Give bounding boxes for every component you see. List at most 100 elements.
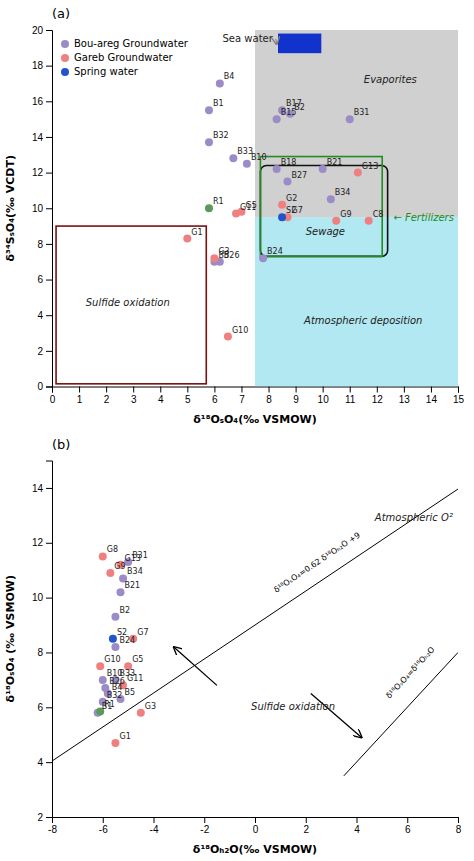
y-axis-line	[46, 461, 53, 818]
point-label: G8	[107, 545, 118, 554]
point-label: G10	[232, 326, 248, 335]
point	[210, 254, 218, 262]
y-tick-label: 14	[32, 483, 44, 494]
panel-title: (a)	[52, 6, 70, 21]
point-label: G3	[218, 247, 229, 256]
x-tick: 0	[50, 387, 56, 405]
y-tick: 14	[32, 483, 52, 494]
y-tick: 8	[37, 647, 52, 658]
x-tick-label: 3	[131, 394, 137, 405]
x-tick: 8	[456, 817, 462, 835]
x-tick-label: 4	[158, 394, 164, 405]
annotation-arrow	[275, 39, 277, 44]
y-tick: 10	[32, 203, 52, 214]
reference-line	[344, 652, 458, 775]
x-tick-label: -4	[150, 824, 159, 835]
y-tick-mark	[46, 244, 52, 245]
y-tick-mark	[46, 652, 52, 653]
point	[111, 613, 119, 621]
annotation: ← Fertilizers	[393, 212, 454, 223]
point	[216, 79, 224, 87]
point	[332, 217, 340, 225]
x-tick-mark	[133, 387, 134, 393]
figure: 012345678910111213141502468101214161820B…	[0, 0, 474, 861]
x-tick-label: 6	[405, 824, 411, 835]
y-tick-label: 2	[37, 346, 43, 357]
point-label: B33	[237, 147, 253, 156]
point	[232, 210, 240, 218]
x-tick-mark	[458, 387, 459, 393]
annotation: Evaporites	[364, 74, 417, 85]
x-tick-mark	[106, 387, 107, 393]
x-tick-label: 5	[185, 394, 191, 405]
point	[273, 115, 281, 123]
point-label: G13	[362, 162, 378, 171]
y-tick-label: 6	[37, 702, 43, 713]
y-tick-mark	[46, 208, 52, 209]
x-tick-label: 0	[253, 824, 259, 835]
point	[278, 201, 286, 209]
y-tick-mark	[46, 101, 52, 102]
x-tick: 7	[239, 387, 245, 405]
point-label: G1	[191, 228, 202, 237]
legend-entry: Spring water	[61, 66, 139, 77]
line-label: δ¹⁸OₛO₄=0.62 δ¹⁸Oₕ₂O +9	[272, 531, 362, 595]
point-label: G10	[104, 655, 120, 664]
x-tick-mark	[154, 817, 155, 823]
x-tick-mark	[357, 817, 358, 823]
x-tick-mark	[187, 387, 188, 393]
legend-label: Bou-areg Groundwater	[74, 38, 189, 49]
point	[365, 217, 373, 225]
x-tick: 5	[185, 387, 191, 405]
point	[278, 213, 286, 221]
texts: B1B2B4B5B10B21B24B26B31B32B33B34G1G3G5G7…	[4, 437, 453, 857]
y-tick: 16	[32, 96, 52, 107]
point	[319, 165, 327, 173]
point	[354, 169, 362, 177]
y-tick-label: 12	[32, 537, 44, 548]
point-label: B26	[109, 677, 125, 686]
x-axis-line	[53, 818, 459, 824]
y-tick-label: 20	[32, 25, 44, 36]
point-label: G7	[137, 628, 148, 637]
x-tick-label: 2	[303, 824, 309, 835]
x-tick-mark	[214, 387, 215, 393]
legend-entry: Bou-areg Groundwater	[61, 38, 189, 49]
point	[111, 739, 119, 747]
x-tick-mark	[377, 387, 378, 393]
x-tick-mark	[458, 817, 459, 823]
y-tick-mark	[46, 30, 52, 31]
annotation: Sulfide oxidation	[251, 701, 335, 712]
x-tick: -8	[48, 817, 57, 835]
x-tick-label: -8	[48, 824, 57, 835]
x-tick-label: 11	[345, 394, 356, 405]
x-axis-title: δ¹⁸Oₕ₂O(‰ VSMOW)	[193, 843, 317, 856]
legend-entry: Gareb Groundwater	[61, 52, 174, 63]
texts: B1B2B4B5B10B15B17B18B21B24B26B27B31B32B3…	[4, 6, 454, 426]
y-tick-mark	[46, 315, 52, 316]
x-tick-label: -6	[99, 824, 108, 835]
point	[243, 160, 251, 168]
plot-area	[56, 30, 458, 387]
x-tick-label: 14	[426, 394, 438, 405]
x-axis-line	[53, 387, 459, 393]
y-tick-label: 8	[37, 647, 43, 658]
x-tick-mark	[306, 817, 307, 823]
legend-swatch	[61, 54, 69, 62]
y-tick-mark	[46, 387, 52, 388]
point-label: B32	[107, 691, 123, 700]
panel-title: (b)	[52, 437, 70, 452]
x-tick-label: 6	[212, 394, 218, 405]
reference-line	[52, 489, 458, 761]
point-label: B21	[327, 158, 343, 167]
point-label: G5	[132, 655, 143, 664]
point-label: G11	[240, 203, 256, 212]
point-label: B24	[119, 636, 135, 645]
y-axis: 02468101214161820	[32, 25, 53, 393]
y-tick-mark	[46, 543, 52, 544]
x-tick-label: 8	[456, 824, 462, 835]
point-label: B10	[251, 153, 267, 162]
point-label: S2	[117, 628, 127, 637]
point	[205, 138, 213, 146]
y-tick: 20	[32, 25, 52, 36]
